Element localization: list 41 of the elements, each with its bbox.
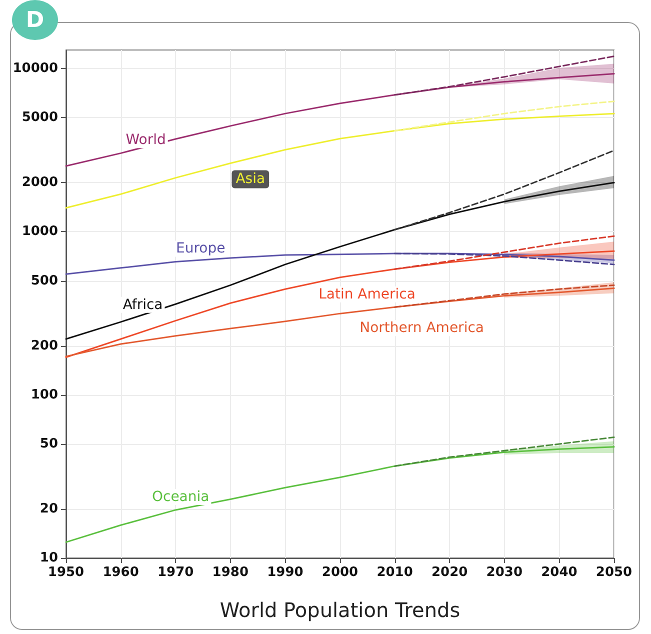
line-series [65, 446, 615, 543]
y-tick-label: 500 [30, 273, 58, 288]
y-tick-label: 20 [40, 501, 58, 516]
x-tick-label: 2020 [432, 565, 468, 580]
line-series [394, 56, 615, 96]
x-tick-label: 2000 [322, 565, 358, 580]
y-tick-label: 50 [40, 436, 58, 452]
line-series [65, 112, 615, 209]
line-series [394, 100, 615, 132]
x-tick-label: 1960 [102, 565, 139, 580]
line-series [394, 436, 615, 467]
series-label: Oceania [152, 488, 210, 505]
y-tick-label: 10000 [12, 61, 58, 76]
series-label: World [126, 132, 166, 148]
y-tick-label: 10 [40, 550, 58, 566]
series-label: Asia [236, 171, 266, 188]
line-series [65, 72, 615, 167]
series-label: Northern America [360, 320, 484, 336]
x-tick-label: 1990 [267, 565, 304, 580]
x-tick-label: 1980 [212, 565, 248, 580]
y-tick-label: 200 [30, 338, 58, 354]
x-tick-label: 2010 [376, 565, 413, 580]
y-tick-label: 5000 [22, 110, 58, 126]
x-tick-label: 1950 [48, 565, 84, 580]
y-tick-label: 2000 [22, 175, 58, 190]
line-series [394, 150, 615, 230]
x-axis-title: World Population Trends [220, 598, 460, 622]
line-series [394, 235, 615, 270]
y-tick-label: 1000 [22, 224, 58, 240]
x-tick-label: 2030 [486, 565, 522, 580]
series-label: Latin America [318, 286, 416, 302]
x-tick-label: 2050 [596, 565, 632, 580]
line-series [394, 252, 615, 266]
x-tick-label: 1970 [158, 565, 194, 580]
line-series [65, 288, 615, 358]
line-series [65, 182, 615, 340]
series-label: Africa [122, 296, 163, 313]
x-tick-label: 2040 [541, 565, 578, 580]
y-tick-label: 100 [30, 387, 58, 402]
series-label: Europe [176, 240, 226, 257]
text: D [12, 0, 58, 40]
